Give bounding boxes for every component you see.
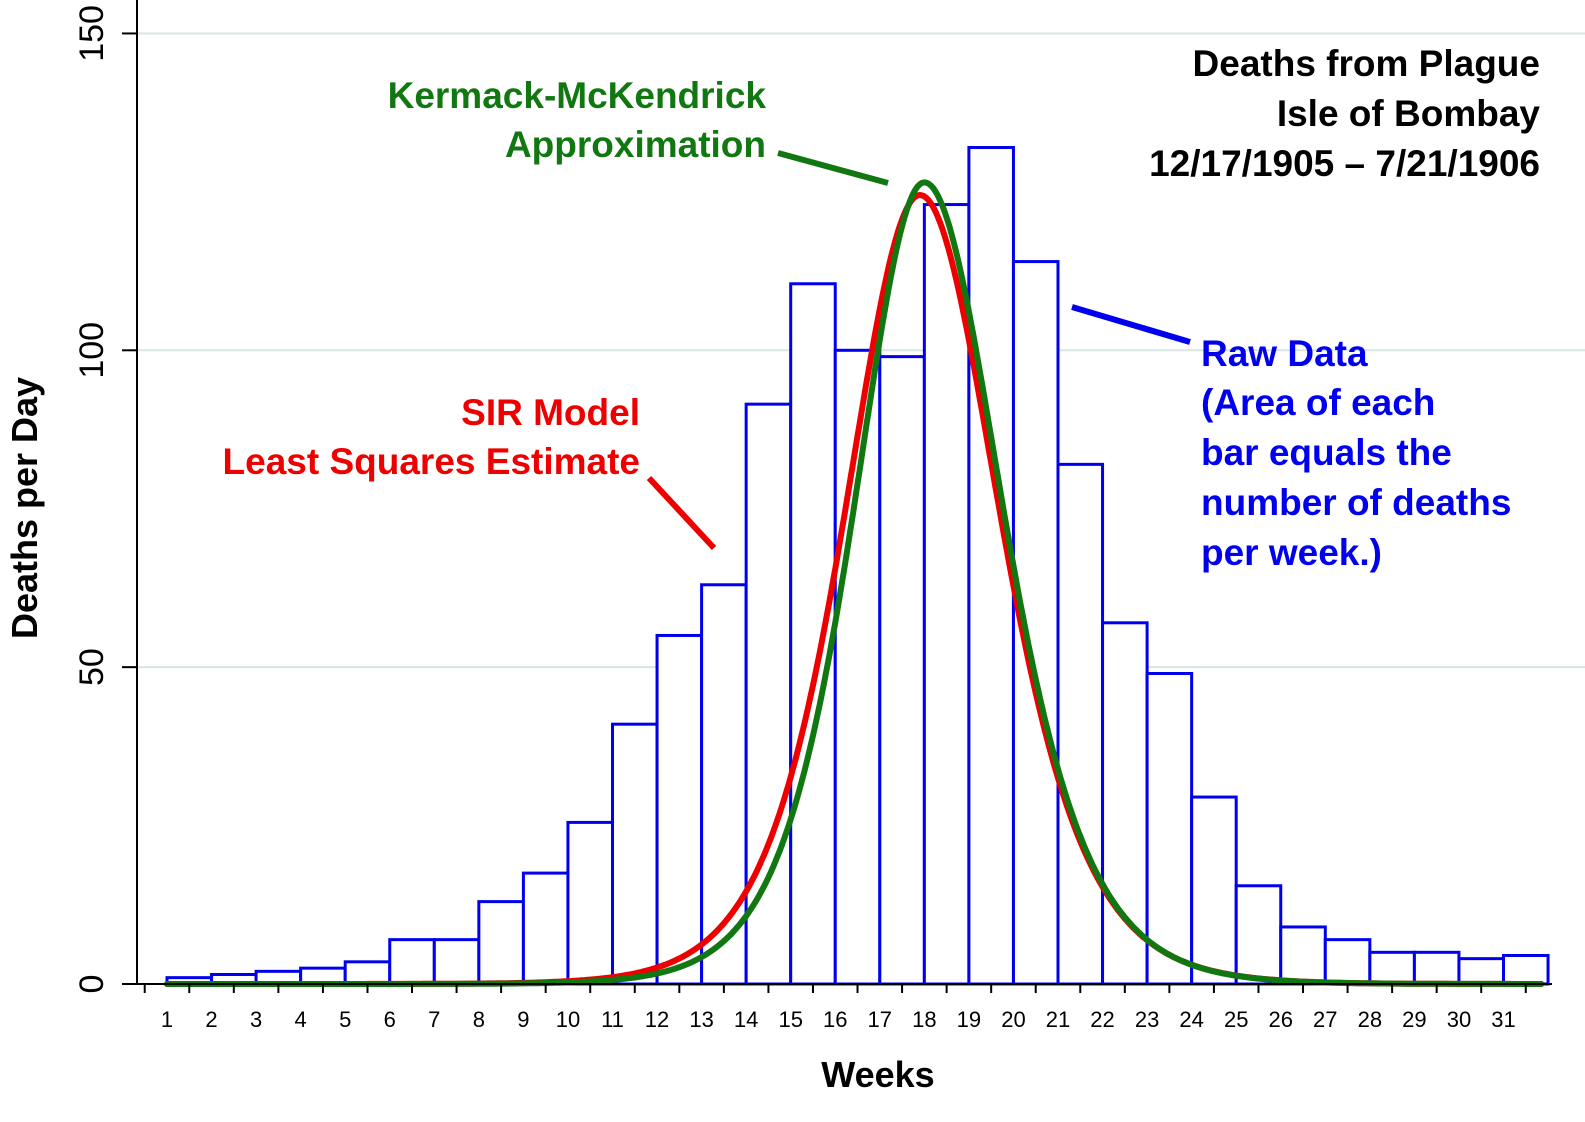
km-annotation: Kermack-McKendrick Approximation [388,75,889,186]
km-leader-line [777,150,889,186]
raw-data-bar [1279,925,1327,986]
raw-label-line-3: bar equals the [1201,432,1452,473]
raw-data-bar [833,348,882,986]
raw-data-bars [165,146,1550,986]
y-tick-label: 50 [73,648,111,686]
x-tick-label: 25 [1224,1007,1248,1032]
raw-data-bar [1412,950,1461,986]
sir-label-line-1: SIR Model [461,392,640,433]
raw-annotation: Raw Data (Area of each bar equals the nu… [1071,304,1511,573]
x-tick-label: 30 [1447,1007,1471,1032]
y-tick-label: 100 [73,322,111,379]
raw-label-line-5: per week.) [1201,532,1382,573]
x-tick-label: 19 [957,1007,981,1032]
x-tick-label: 27 [1313,1007,1337,1032]
raw-data-bar [611,722,659,986]
x-tick-label: 16 [823,1007,847,1032]
x-tick-label: 29 [1402,1007,1426,1032]
raw-data-bar [922,203,971,986]
x-tick-label: 4 [295,1007,307,1032]
raw-leader-line [1071,304,1191,345]
sir-leader-line [646,475,717,551]
y-tick-labels: 0 50 100 150 [73,5,111,993]
raw-data-bar [1234,884,1283,986]
raw-data-bar [700,583,748,986]
raw-data-bar [477,900,525,986]
x-tick-label: 8 [473,1007,485,1032]
x-tick-label: 7 [428,1007,440,1032]
x-axis-label: Weeks [821,1054,934,1095]
raw-data-bar [1190,795,1238,986]
x-tick-label: 11 [601,1007,624,1032]
raw-data-bar [1323,938,1372,986]
raw-data-bar [388,938,436,986]
raw-data-bar [744,402,793,986]
x-tick-label: 5 [339,1007,351,1032]
x-tick-label: 9 [517,1007,529,1032]
raw-data-bar [1145,671,1194,986]
raw-data-bar [967,146,1015,986]
x-tick-label: 14 [734,1007,758,1032]
x-tick-label: 3 [250,1007,262,1032]
x-tick-label: 10 [556,1007,580,1032]
sir-annotation: SIR Model Least Squares Estimate [223,392,717,551]
y-tick-label: 150 [73,5,111,62]
raw-data-bar [1368,950,1416,986]
x-tick-label: 17 [868,1007,892,1032]
title-line-1: Deaths from Plague [1193,43,1540,84]
title-line-3: 12/17/1905 – 7/21/1906 [1149,143,1540,184]
y-tick-label: 0 [73,975,111,994]
x-tick-label: 15 [778,1007,802,1032]
raw-label-line-1: Raw Data [1201,333,1368,374]
chart-title: Deaths from Plague Isle of Bombay 12/17/… [1149,43,1540,184]
x-tick-label: 28 [1358,1007,1382,1032]
raw-data-bar [343,960,392,986]
km-label-line-2: Approximation [505,124,766,165]
x-tick-label: 6 [384,1007,396,1032]
x-tick-label: 24 [1179,1007,1203,1032]
x-tick-label: 20 [1001,1007,1025,1032]
raw-data-bar [521,871,570,986]
x-tick-label: 23 [1135,1007,1159,1032]
raw-data-bar [655,633,704,986]
x-tick-label: 18 [912,1007,936,1032]
km-label-line-1: Kermack-McKendrick [388,75,767,116]
raw-data-bar [1502,953,1550,986]
raw-label-line-2: (Area of each [1201,382,1435,423]
x-tick-label: 13 [689,1007,713,1032]
x-tick-label: 2 [205,1007,217,1032]
raw-data-bar [432,938,481,986]
x-tick-label: 26 [1269,1007,1293,1032]
x-tick-labels: 1 2 3 4 5 6 7 8 9 10 11 12 13 14 15 16 17 18 19 20 21 22 23 24 2… [161,1007,1516,1032]
axes [122,0,1552,993]
y-axis-label: Deaths per Day [4,377,45,639]
raw-data-bar [566,820,615,986]
sir-label-line-2: Least Squares Estimate [223,441,640,482]
x-tick-label: 31 [1491,1007,1515,1032]
raw-data-bar [789,282,837,986]
title-line-2: Isle of Bombay [1277,93,1541,134]
raw-label-line-4: number of deaths [1201,482,1511,523]
raw-data-bar [878,355,926,986]
x-tick-label: 22 [1090,1007,1114,1032]
x-tick-label: 21 [1046,1007,1070,1032]
raw-data-bar [1457,957,1505,986]
raw-data-bar [1056,462,1105,986]
x-tick-label: 1 [161,1007,173,1032]
x-tick-label: 12 [645,1007,669,1032]
